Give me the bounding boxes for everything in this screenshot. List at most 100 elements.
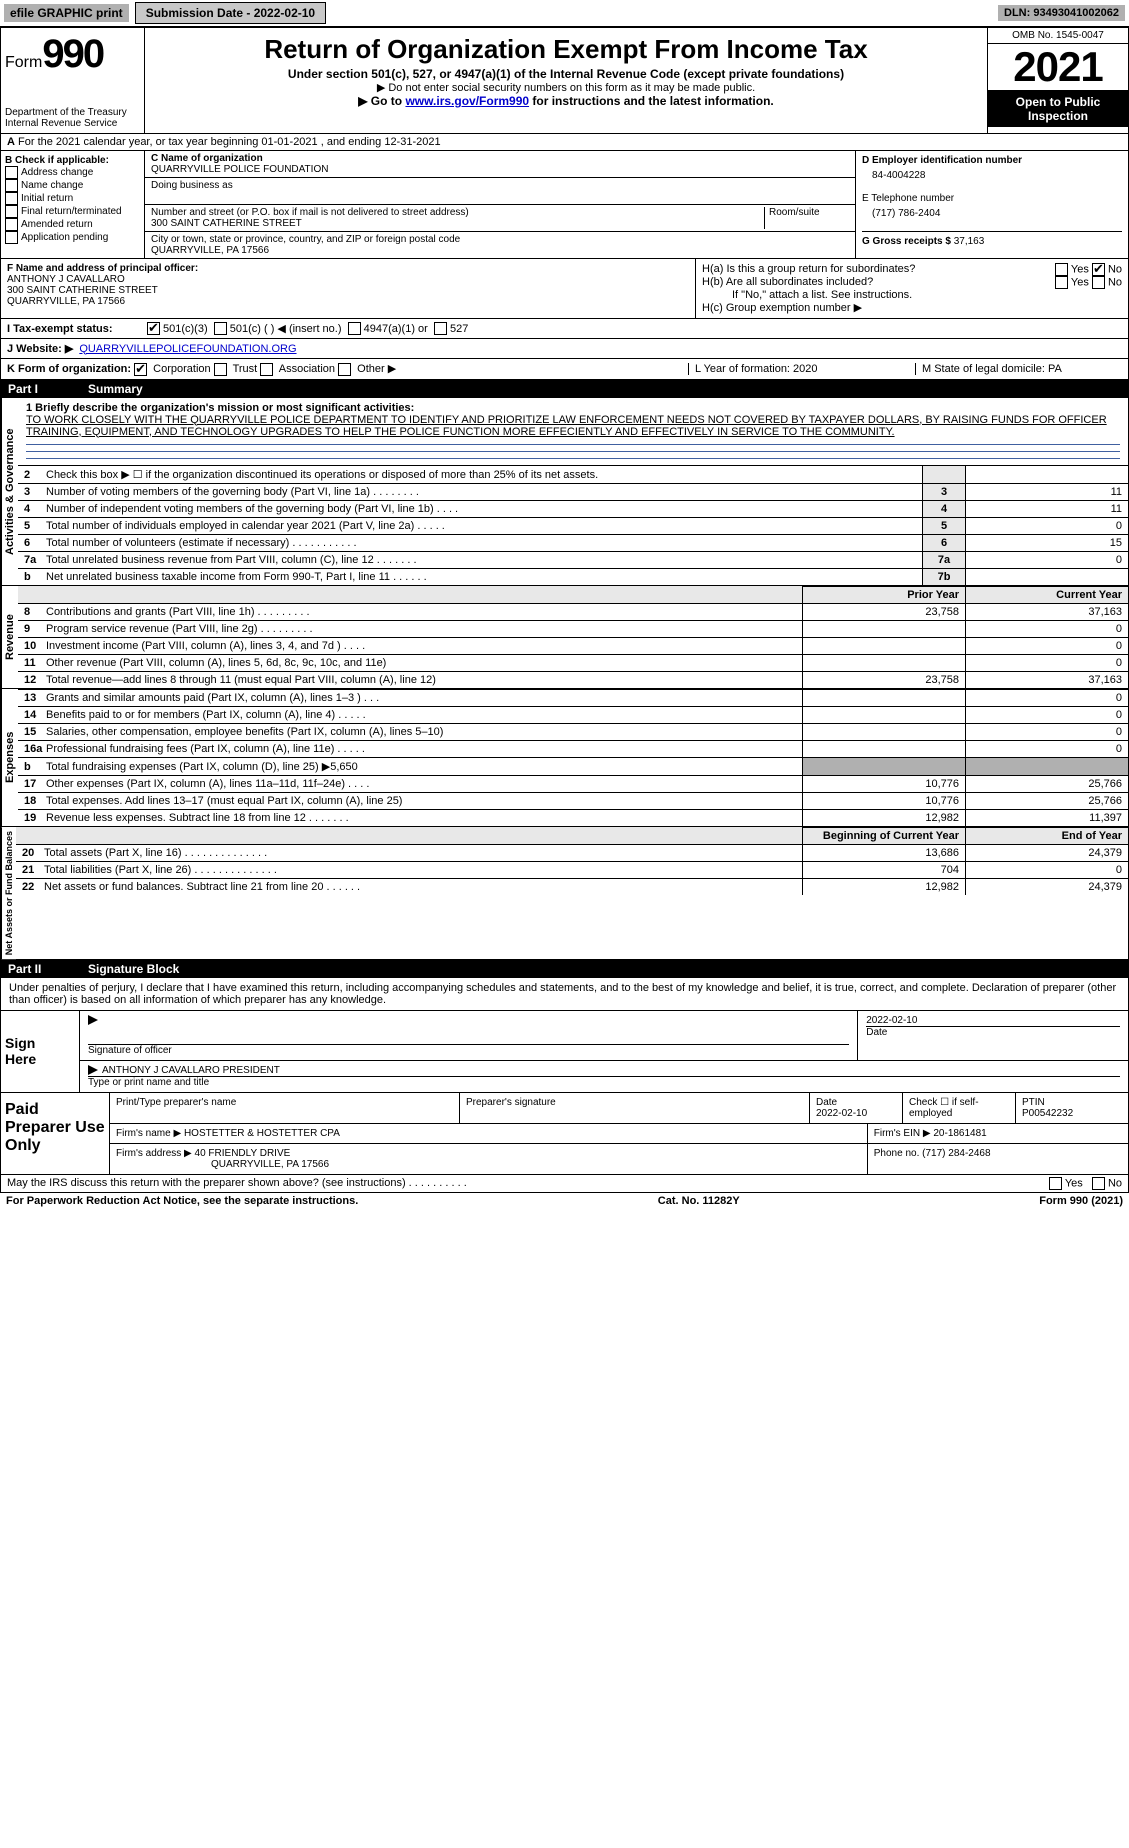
trust-checkbox[interactable] <box>214 363 227 376</box>
expenses-table: 13Grants and similar amounts paid (Part … <box>18 689 1128 826</box>
table-row: 9Program service revenue (Part VIII, lin… <box>18 620 1128 637</box>
instructions-link[interactable]: www.irs.gov/Form990 <box>405 94 529 108</box>
hb-yes-checkbox[interactable] <box>1055 276 1068 289</box>
form-header: Form990 Department of the Treasury Inter… <box>0 27 1129 134</box>
org-name: QUARRYVILLE POLICE FOUNDATION <box>151 164 849 175</box>
vert-net-assets: Net Assets or Fund Balances <box>1 827 16 959</box>
website-link[interactable]: QUARRYVILLEPOLICEFOUNDATION.ORG <box>79 343 296 355</box>
header-left: Form990 Department of the Treasury Inter… <box>1 28 145 133</box>
net-assets-table: Beginning of Current YearEnd of Year 20T… <box>16 827 1128 895</box>
firm-phone: (717) 284-2468 <box>922 1148 990 1159</box>
501c-checkbox[interactable] <box>214 322 227 335</box>
firm-name: HOSTETTER & HOSTETTER CPA <box>184 1128 340 1139</box>
association-checkbox[interactable] <box>260 363 273 376</box>
table-row: 22Net assets or fund balances. Subtract … <box>16 878 1128 895</box>
tax-exempt-status: I Tax-exempt status: 501(c)(3) 501(c) ( … <box>0 319 1129 339</box>
sig-date: 2022-02-10 <box>866 1015 1120 1026</box>
table-row: bTotal fundraising expenses (Part IX, co… <box>18 757 1128 775</box>
firm-ein: 20-1861481 <box>933 1128 986 1139</box>
year-formation: L Year of formation: 2020 <box>688 363 915 375</box>
subtitle-2: ▶ Do not enter social security numbers o… <box>153 81 979 94</box>
amended-return-checkbox[interactable] <box>5 218 18 231</box>
mission-text: TO WORK CLOSELY WITH THE QUARRYVILLE POL… <box>26 414 1120 438</box>
signature-declaration: Under penalties of perjury, I declare th… <box>0 978 1129 1011</box>
table-row: 7aTotal unrelated business revenue from … <box>18 551 1128 568</box>
table-row: 8Contributions and grants (Part VIII, li… <box>18 603 1128 620</box>
efile-label: efile GRAPHIC print <box>4 4 129 22</box>
discuss-no-checkbox[interactable] <box>1092 1177 1105 1190</box>
gross-receipts: 37,163 <box>954 236 985 247</box>
summary-box: Activities & Governance 1 Briefly descri… <box>0 398 1129 960</box>
part2-header: Part II Signature Block <box>0 960 1129 978</box>
mission-block: 1 Briefly describe the organization's mi… <box>18 398 1128 465</box>
table-row: 10Investment income (Part VIII, column (… <box>18 637 1128 654</box>
paid-preparer-label: Paid Preparer Use Only <box>1 1093 110 1174</box>
501c3-checkbox[interactable] <box>147 322 160 335</box>
col-c-org-info: C Name of organization QUARRYVILLE POLIC… <box>145 151 855 258</box>
form-number: 990 <box>42 32 103 76</box>
ein-value: 84-4004228 <box>872 170 1122 181</box>
vert-revenue: Revenue <box>1 586 18 688</box>
dln-label: DLN: 93493041002062 <box>998 5 1125 21</box>
vert-governance: Activities & Governance <box>1 398 18 585</box>
top-bar: efile GRAPHIC print Submission Date - 20… <box>0 0 1129 27</box>
dept-label: Department of the Treasury <box>5 107 140 118</box>
table-row: 3Number of voting members of the governi… <box>18 483 1128 500</box>
city-state-zip: QUARRYVILLE, PA 17566 <box>151 245 849 256</box>
4947-checkbox[interactable] <box>348 322 361 335</box>
final-return-checkbox[interactable] <box>5 205 18 218</box>
discuss-yes-checkbox[interactable] <box>1049 1177 1062 1190</box>
sign-here-label: Sign Here <box>1 1011 80 1092</box>
vert-expenses: Expenses <box>1 689 18 826</box>
application-pending-checkbox[interactable] <box>5 231 18 244</box>
address-change-checkbox[interactable] <box>5 166 18 179</box>
other-checkbox[interactable] <box>338 363 351 376</box>
col-b-checkboxes: B Check if applicable: Address change Na… <box>1 151 145 258</box>
revenue-table: Prior YearCurrent Year 8Contributions an… <box>18 586 1128 688</box>
table-row: 6Total number of volunteers (estimate if… <box>18 534 1128 551</box>
open-inspection-badge: Open to Public Inspection <box>988 91 1128 127</box>
phone-value: (717) 786-2404 <box>872 208 1122 219</box>
discuss-row: May the IRS discuss this return with the… <box>0 1175 1129 1193</box>
street-address: 300 SAINT CATHERINE STREET <box>151 218 764 229</box>
submission-date-button[interactable]: Submission Date - 2022-02-10 <box>135 2 326 24</box>
row-kl: K Form of organization: Corporation Trus… <box>0 359 1129 380</box>
table-row: bNet unrelated business taxable income f… <box>18 568 1128 585</box>
arrow-icon <box>88 1015 98 1025</box>
omb-number: OMB No. 1545-0047 <box>988 28 1128 44</box>
header-right: OMB No. 1545-0047 2021 Open to Public In… <box>987 28 1128 133</box>
initial-return-checkbox[interactable] <box>5 192 18 205</box>
officer-name: ANTHONY J CAVALLARO PRESIDENT <box>102 1065 280 1076</box>
irs-label: Internal Revenue Service <box>5 118 140 129</box>
header-center: Return of Organization Exempt From Incom… <box>145 28 987 133</box>
527-checkbox[interactable] <box>434 322 447 335</box>
ha-no-checkbox[interactable] <box>1092 263 1105 276</box>
subtitle-1: Under section 501(c), 527, or 4947(a)(1)… <box>153 67 979 81</box>
paid-preparer-block: Paid Preparer Use Only Print/Type prepar… <box>0 1093 1129 1175</box>
table-row: 4Number of independent voting members of… <box>18 500 1128 517</box>
col-d-ein: D Employer identification number 84-4004… <box>855 151 1128 258</box>
principal-officer: F Name and address of principal officer:… <box>1 259 696 318</box>
row-fh: F Name and address of principal officer:… <box>0 259 1129 319</box>
table-row: 21Total liabilities (Part X, line 26) . … <box>16 861 1128 878</box>
governance-table: 2Check this box ▶ ☐ if the organization … <box>18 465 1128 585</box>
subtitle-3: ▶ Go to www.irs.gov/Form990 for instruct… <box>153 94 979 108</box>
table-row: 11Other revenue (Part VIII, column (A), … <box>18 654 1128 671</box>
ptin: P00542232 <box>1022 1108 1073 1119</box>
form-prefix: Form <box>5 54 42 71</box>
website-row: J Website: ▶ QUARRYVILLEPOLICEFOUNDATION… <box>0 339 1129 359</box>
arrow-icon <box>88 1065 98 1075</box>
table-row: 19Revenue less expenses. Subtract line 1… <box>18 809 1128 826</box>
corporation-checkbox[interactable] <box>134 363 147 376</box>
table-row: 15Salaries, other compensation, employee… <box>18 723 1128 740</box>
table-row: 12Total revenue—add lines 8 through 11 (… <box>18 671 1128 688</box>
name-change-checkbox[interactable] <box>5 179 18 192</box>
bottom-line: For Paperwork Reduction Act Notice, see … <box>0 1193 1129 1209</box>
ha-yes-checkbox[interactable] <box>1055 263 1068 276</box>
hb-no-checkbox[interactable] <box>1092 276 1105 289</box>
table-row: 13Grants and similar amounts paid (Part … <box>18 689 1128 706</box>
sign-here-block: Sign Here Signature of officer 2022-02-1… <box>0 1011 1129 1093</box>
table-row: 16aProfessional fundraising fees (Part I… <box>18 740 1128 757</box>
table-row: 2Check this box ▶ ☐ if the organization … <box>18 465 1128 483</box>
table-row: 5Total number of individuals employed in… <box>18 517 1128 534</box>
